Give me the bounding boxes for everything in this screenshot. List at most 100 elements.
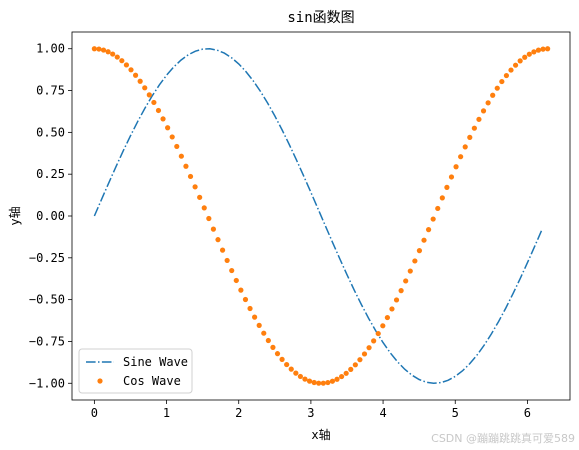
legend-label: Cos Wave <box>123 374 181 388</box>
cos-wave-point <box>206 215 212 222</box>
cos-wave-point <box>146 92 152 98</box>
x-tick-label: 6 <box>524 406 531 420</box>
y-tick-label: −0.50 <box>29 293 65 307</box>
y-tick-label: 0.00 <box>36 209 65 223</box>
cos-wave-point <box>430 216 436 222</box>
sine-wave-line <box>93 48 543 385</box>
cos-wave-point <box>444 184 450 190</box>
cos-wave-point <box>540 46 546 52</box>
y-tick-label: 1.00 <box>36 42 65 56</box>
x-tick-label: 1 <box>163 406 170 420</box>
cos-wave-point <box>265 337 271 344</box>
cos-wave-point <box>329 378 336 384</box>
cos-wave-point <box>366 345 372 351</box>
x-tick-label: 0 <box>91 406 98 420</box>
cos-wave-point <box>128 67 134 73</box>
chart-title: sin函数图 <box>287 10 354 26</box>
cos-wave-point <box>96 46 102 52</box>
cos-wave-point <box>229 267 235 274</box>
y-tick-label: −0.75 <box>29 334 65 348</box>
cos-wave-point <box>311 379 317 386</box>
legend: Sine Wave Cos Wave <box>78 348 193 394</box>
legend-box <box>78 348 193 394</box>
cos-wave-points <box>91 46 551 386</box>
y-tick-label: 0.25 <box>36 167 65 181</box>
x-axis-label: x轴 <box>311 427 330 442</box>
cos-wave-point <box>293 370 299 376</box>
legend-label: Sine Wave <box>123 355 188 369</box>
cos-wave-point <box>412 258 418 264</box>
cos-wave-point <box>352 362 358 368</box>
cos-wave-point <box>187 173 194 180</box>
cos-wave-point <box>183 163 189 169</box>
cos-wave-point <box>100 47 107 53</box>
cos-wave-point <box>334 376 340 382</box>
cos-wave-point <box>448 174 455 180</box>
cos-wave-point <box>476 116 482 122</box>
cos-wave-point <box>499 78 505 85</box>
x-tick-label: 3 <box>307 406 314 420</box>
cos-wave-point <box>320 380 326 386</box>
cos-wave-point <box>389 306 395 312</box>
cos-wave-point <box>210 226 217 232</box>
cos-wave-point <box>224 257 230 264</box>
cos-wave-point <box>485 100 491 106</box>
legend-cos-swatch <box>97 378 103 384</box>
x-tick-label: 5 <box>452 406 459 420</box>
cos-wave-point <box>288 366 294 372</box>
cos-wave-point <box>247 305 253 312</box>
cos-wave-point <box>169 134 175 140</box>
cos-wave-point <box>361 351 368 357</box>
cos-wave-point <box>357 357 363 363</box>
cos-wave-point <box>261 330 267 336</box>
cos-wave-point <box>339 373 345 380</box>
cos-wave-point <box>421 237 427 243</box>
cos-wave-point <box>398 288 404 294</box>
cos-wave-point <box>160 116 166 122</box>
cos-wave-point <box>219 247 226 253</box>
cos-wave-point <box>467 134 473 140</box>
cos-wave-point <box>233 277 239 284</box>
cos-wave-point <box>325 379 331 386</box>
y-tick-label: −1.00 <box>29 376 65 390</box>
cos-wave-point <box>508 67 514 73</box>
cos-wave-point <box>348 366 354 372</box>
cos-wave-point <box>110 51 116 57</box>
cos-wave-point <box>526 51 532 57</box>
x-tick-label: 4 <box>379 406 386 420</box>
cos-wave-point <box>119 58 125 64</box>
cos-wave-point <box>462 144 468 150</box>
y-axis-label: y轴 <box>7 206 22 225</box>
cos-wave-point <box>522 54 528 60</box>
cos-wave-point <box>192 184 198 190</box>
cos-wave-point <box>480 108 487 114</box>
cos-wave-point <box>123 62 130 68</box>
cos-wave-point <box>284 361 290 368</box>
cos-wave-point <box>503 72 510 79</box>
cos-wave-point <box>132 72 139 78</box>
cos-wave-point <box>197 194 203 200</box>
cos-wave-point <box>512 62 519 68</box>
series-layer <box>91 46 551 386</box>
cos-wave-point <box>201 205 207 211</box>
cos-wave-point <box>517 58 523 64</box>
cos-wave-point <box>274 351 281 357</box>
cos-wave-point <box>490 92 496 98</box>
cos-wave-point <box>155 107 162 114</box>
y-axis: −1.00 −0.75 −0.50 −0.25 0.00 0.25 0.50 0.75 1.00 <box>29 42 72 390</box>
cos-wave-point <box>306 378 313 384</box>
cos-wave-point <box>270 344 276 350</box>
cos-wave-point <box>371 338 377 344</box>
y-tick-label: 0.50 <box>36 125 65 139</box>
watermark: CSDN @蹦蹦跳跳真可爱589 <box>431 432 575 445</box>
cos-wave-point <box>375 330 381 337</box>
x-tick-label: 2 <box>235 406 242 420</box>
cos-wave-point <box>316 380 322 386</box>
cos-wave-point <box>435 205 441 212</box>
cos-wave-point <box>453 164 459 170</box>
cos-wave-point <box>242 296 249 303</box>
cos-wave-point <box>137 78 143 84</box>
cos-wave-point <box>238 287 244 293</box>
cos-wave-point <box>151 99 157 106</box>
cos-wave-point <box>114 54 120 60</box>
